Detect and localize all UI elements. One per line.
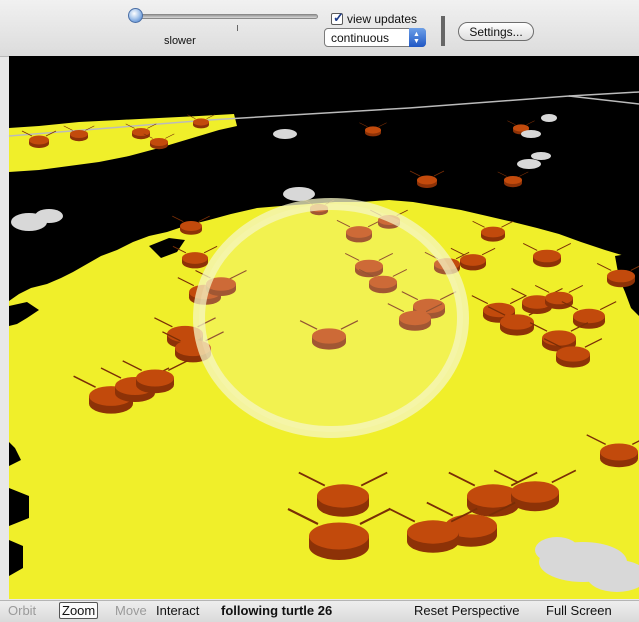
toolbar-divider	[441, 16, 445, 46]
turtle	[497, 171, 529, 188]
zoom-button[interactable]: Zoom	[59, 602, 99, 619]
update-mode-value: continuous	[331, 31, 390, 45]
orbit-button[interactable]: Orbit	[8, 603, 37, 618]
patch-region-far	[9, 114, 237, 172]
toolbar: slower ✓ view updates continuous ▲ ▼ Sett…	[0, 0, 639, 57]
checkmark-icon: ✓	[333, 10, 344, 25]
patch-gap-top	[149, 238, 185, 258]
select-arrows-icon[interactable]: ▲ ▼	[409, 28, 426, 47]
view-controls: Orbit Zoom Move Interact following turtl…	[0, 600, 639, 622]
speed-slider-track[interactable]	[130, 14, 318, 19]
update-mode-select[interactable]: continuous ▲ ▼	[324, 28, 426, 47]
turtle-gray	[11, 114, 639, 592]
status-text: following turtle 26	[221, 603, 333, 618]
follow-ring	[193, 198, 469, 438]
interact-button[interactable]: Interact	[156, 603, 200, 618]
turtle	[409, 170, 445, 189]
world-border	[9, 95, 639, 137]
turtle	[359, 122, 387, 137]
move-button[interactable]: Move	[115, 603, 147, 618]
3d-world-view[interactable]	[9, 56, 639, 599]
speed-slider-tick	[237, 25, 238, 31]
speed-slider-knob[interactable]	[128, 8, 143, 23]
view-updates-label[interactable]: view updates	[347, 12, 418, 26]
speed-slider[interactable]	[128, 8, 318, 23]
full-screen-button[interactable]: Full Screen	[546, 603, 612, 618]
checkbox-box[interactable]: ✓	[331, 10, 344, 25]
speed-label: slower	[164, 35, 196, 47]
patch-gap-left	[9, 302, 39, 326]
settings-button[interactable]: Settings...	[458, 22, 534, 41]
reset-perspective-button[interactable]: Reset Perspective	[414, 603, 520, 618]
